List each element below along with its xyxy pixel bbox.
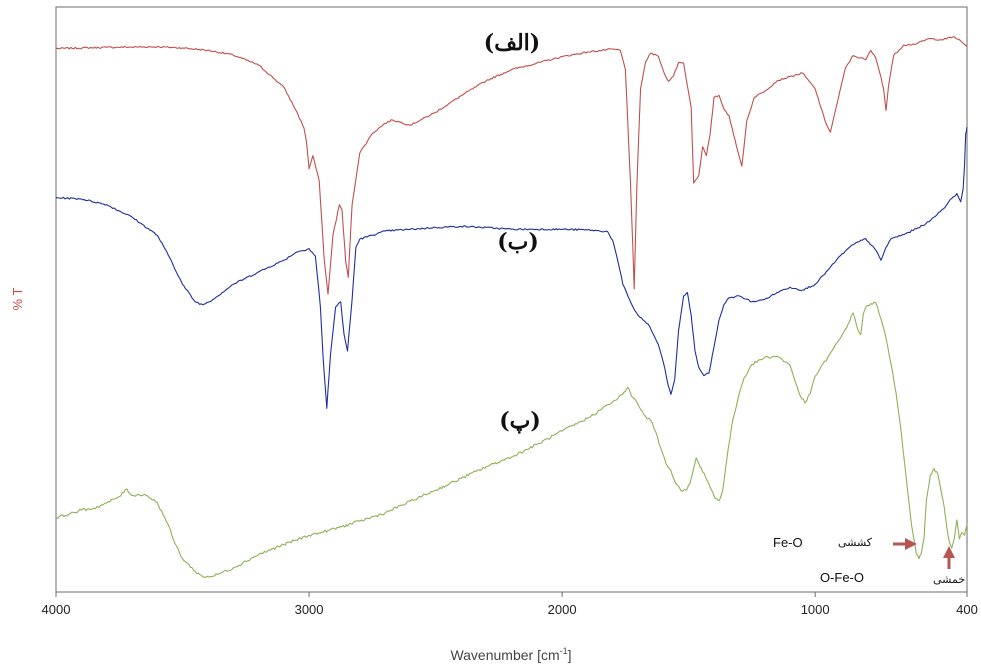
annotation-ofeo-latin: O-Fe-O (820, 570, 864, 585)
series-tag-be: (ب) (497, 229, 539, 255)
plot-frame (55, 6, 968, 593)
arrow-up-icon (943, 546, 955, 569)
x-axis-label: Wavenumber [cm-1] (450, 646, 571, 663)
x-tick-label: 4000 (42, 602, 71, 617)
x-axis-label-sup: -1 (560, 646, 568, 656)
series-tag-alef: (الف) (484, 30, 540, 56)
x-tick-label: 2000 (548, 602, 577, 617)
spectrum-line-1 (55, 36, 968, 295)
annotation-fe-o-fa: کششی (838, 536, 873, 549)
series-tag-pe: (پ) (499, 408, 541, 435)
x-axis-label-end: ] (568, 647, 572, 663)
spectrum-line-2 (56, 126, 968, 409)
spectrum-line-3 (55, 301, 968, 578)
x-tick-label: 3000 (295, 602, 324, 617)
y-axis-label: % T (10, 288, 25, 311)
x-tick-label: 1000 (801, 602, 830, 617)
annotation-fe-o-latin: Fe-O (773, 535, 803, 550)
x-tick-label: 400 (956, 602, 978, 617)
series-layer (55, 36, 968, 578)
x-tick-layer: 4000 3000 2000 1000 400 (42, 592, 978, 617)
x-axis-label-main: Wavenumber [cm (450, 647, 559, 663)
arrow-right-icon (893, 538, 917, 550)
annotation-ofeo-fa: خمشی (933, 573, 965, 586)
